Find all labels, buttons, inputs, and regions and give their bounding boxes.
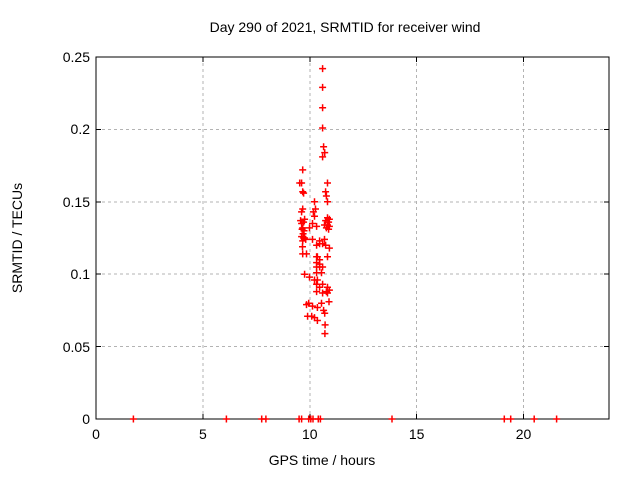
data-point-marker xyxy=(300,189,308,197)
data-point-marker xyxy=(321,149,329,157)
data-point-marker xyxy=(309,302,316,310)
data-point-marker xyxy=(325,298,333,306)
data-point-marker xyxy=(319,65,327,73)
data-point-marker xyxy=(316,415,324,423)
x-tick-label: 20 xyxy=(515,426,532,442)
data-point-marker xyxy=(309,208,317,216)
data-point-marker xyxy=(298,179,306,187)
data-point-marker xyxy=(303,250,310,258)
y-tick-label: 0.15 xyxy=(62,193,90,210)
data-point-marker xyxy=(311,212,318,220)
data-point-marker xyxy=(324,198,331,206)
data-point-marker xyxy=(309,235,316,243)
data-point-marker xyxy=(299,243,306,251)
data-point-marker xyxy=(319,83,327,91)
data-point-marker xyxy=(530,415,538,423)
x-tick-label: 15 xyxy=(408,426,425,442)
data-point-marker xyxy=(324,253,331,261)
data-point-marker xyxy=(319,263,327,271)
grid-lines xyxy=(96,57,609,419)
data-point-marker xyxy=(298,415,306,423)
data-point-marker xyxy=(298,208,306,216)
plot-frame xyxy=(95,56,610,420)
x-tick-label: 10 xyxy=(301,426,318,442)
data-point-marker xyxy=(313,276,321,284)
data-point-marker xyxy=(321,321,329,329)
chart-title: Day 290 of 2021, SRMTID for receiver win… xyxy=(209,19,481,35)
data-point-marker xyxy=(318,269,325,277)
data-point-marker xyxy=(305,299,313,307)
data-point-marker xyxy=(313,304,321,311)
y-tick-label: 0.05 xyxy=(62,338,90,355)
data-point-marker xyxy=(321,235,328,243)
data-point-marker xyxy=(324,179,331,187)
y-tick-label: 0.25 xyxy=(62,49,90,65)
x-axis-label: GPS time / hours xyxy=(268,452,376,468)
x-tick-label: 5 xyxy=(198,426,207,442)
x-tick-label: 0 xyxy=(92,426,100,442)
y-tick-label: 0.2 xyxy=(70,121,90,138)
data-point-marker xyxy=(262,415,270,423)
data-point-marker xyxy=(301,270,309,278)
data-point-marker xyxy=(321,309,329,317)
data-point-marker xyxy=(318,299,325,307)
data-point-marker xyxy=(320,143,328,151)
y-tick-label: 0 xyxy=(82,411,90,427)
data-point-marker xyxy=(129,415,137,423)
data-point-marker xyxy=(222,415,230,423)
data-point-marker xyxy=(500,415,508,423)
data-point-marker xyxy=(322,241,330,249)
data-point-marker xyxy=(319,124,327,132)
data-point-marker xyxy=(322,192,330,200)
data-point-marker xyxy=(299,166,307,174)
data-point-marker xyxy=(309,220,316,227)
data-point-marker xyxy=(306,224,313,232)
data-point-marker xyxy=(316,283,324,291)
data-point-marker xyxy=(313,288,321,296)
data-point-marker xyxy=(311,198,318,206)
data-point-marker xyxy=(306,273,313,281)
data-point-marker xyxy=(325,244,333,252)
data-point-marker xyxy=(322,288,330,296)
data-point-marker xyxy=(313,222,321,230)
data-point-marker xyxy=(553,415,561,423)
data-point-marker xyxy=(319,153,327,161)
data-point-marker xyxy=(322,188,330,196)
data-point-marker xyxy=(321,330,329,338)
data-point-marker xyxy=(299,188,307,196)
data-point-marker xyxy=(319,104,327,112)
data-point-marker xyxy=(300,227,308,235)
data-point-marker xyxy=(313,317,321,324)
data-point-marker xyxy=(388,415,396,423)
axis-ticks xyxy=(95,56,609,420)
y-tick-label: 0.1 xyxy=(70,266,90,283)
data-point-marker xyxy=(322,224,330,232)
data-point-marker xyxy=(507,415,515,423)
data-point-marker xyxy=(324,289,331,297)
data-points xyxy=(129,65,561,423)
